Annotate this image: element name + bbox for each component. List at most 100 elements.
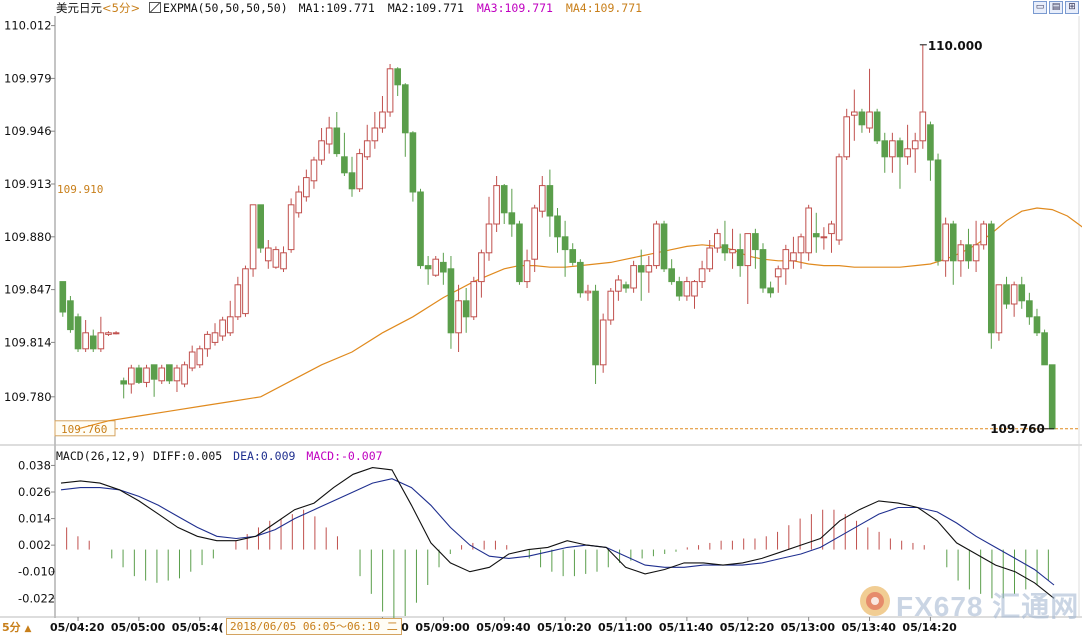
candle <box>683 276 691 301</box>
candle <box>736 233 744 277</box>
candle <box>706 240 714 272</box>
candle-body-down <box>120 380 128 385</box>
candle <box>424 256 432 285</box>
candle <box>987 220 995 349</box>
candle <box>599 313 607 373</box>
candle <box>1003 276 1010 309</box>
candle-body-up <box>249 204 257 270</box>
candle-body-down <box>858 111 866 126</box>
candle <box>957 240 965 277</box>
candle-body-up <box>112 332 120 335</box>
close-icon[interactable]: ⊞ <box>1065 1 1079 14</box>
candle <box>166 364 173 384</box>
candle <box>592 284 599 384</box>
candle-body-up <box>744 233 752 267</box>
candle-body-up <box>143 367 150 383</box>
candle <box>440 252 447 285</box>
candle <box>896 137 904 189</box>
time-tick-label: 05/09:40 <box>476 621 531 634</box>
low-annotation: 109.760 <box>990 422 1045 436</box>
candle <box>622 281 630 293</box>
candle <box>531 204 538 272</box>
candle <box>478 249 485 298</box>
candle-body-down <box>752 233 759 251</box>
candle <box>333 112 341 157</box>
candle-body-down <box>881 140 889 158</box>
restore-window-icon[interactable]: ▭ <box>1033 1 1047 14</box>
candle <box>318 128 325 165</box>
candle <box>348 156 356 197</box>
candle-body-down <box>949 223 957 262</box>
candle-body-down <box>1018 284 1026 302</box>
period-label[interactable]: <5分> <box>102 1 141 15</box>
candle-body-down <box>1041 332 1048 366</box>
candle <box>379 96 386 133</box>
settings-icon[interactable]: ▤ <box>1049 1 1063 14</box>
candle-body-up <box>866 111 873 129</box>
candle <box>1048 364 1056 430</box>
candle-body-up <box>363 140 371 158</box>
macd-header: MACD(26,12,9) DIFF:0.005 DEA:0.009 MACD:… <box>56 448 383 464</box>
candle-body-up <box>173 367 181 382</box>
price-tick-label: 109.946 <box>4 124 52 138</box>
candle-body-up <box>584 290 592 294</box>
candle-body-up <box>843 116 851 158</box>
chevron-up-icon: ▲ <box>24 624 32 634</box>
candle <box>637 249 645 301</box>
candle-body-up <box>691 281 698 297</box>
candle-body-up <box>957 244 965 262</box>
candle <box>1018 276 1026 309</box>
candle-body-up <box>478 252 485 283</box>
candle <box>508 188 516 237</box>
candle-body-down <box>440 261 447 273</box>
indicator-toggle-icon[interactable] <box>149 2 162 13</box>
candle-body-up <box>805 207 812 254</box>
candle-body-up <box>280 252 287 270</box>
candle-body-up <box>904 148 911 158</box>
candle <box>394 67 401 96</box>
candle <box>729 228 736 269</box>
candle-body-up <box>942 223 949 262</box>
candle <box>744 233 752 304</box>
candle <box>538 176 546 218</box>
candle-body-up <box>698 268 706 283</box>
candle <box>630 260 637 293</box>
candle <box>653 220 660 269</box>
candle-body-down <box>637 265 645 273</box>
candle <box>714 228 721 253</box>
candle <box>774 265 782 293</box>
candle-body-down <box>1048 364 1056 430</box>
candle-body-up <box>97 332 105 350</box>
candle <box>546 169 554 237</box>
candle-body-up <box>889 140 896 158</box>
candle <box>386 64 394 117</box>
candle-body-down <box>721 244 729 254</box>
candle <box>303 169 310 202</box>
period-selector-label: 5分 <box>2 621 21 634</box>
candle-body-up <box>485 223 493 254</box>
time-tick-label: 05/09:00 <box>415 621 470 634</box>
candle-body-down <box>333 127 341 155</box>
candle-body-down <box>927 124 934 161</box>
candle-body-up <box>729 249 736 254</box>
candle <box>97 316 105 352</box>
candle <box>851 89 858 141</box>
macd-title: MACD(26,12,9) <box>56 449 147 463</box>
candle <box>485 196 493 261</box>
candle-body-up <box>242 268 249 315</box>
candle <box>120 377 128 399</box>
candle <box>196 345 204 368</box>
candle <box>295 185 303 218</box>
candle <box>668 259 675 285</box>
macd-value: MACD:-0.007 <box>306 449 383 463</box>
candle-body-up <box>105 332 112 335</box>
candle-body-down <box>934 159 942 262</box>
period-selector-button[interactable]: 5分 ▲ <box>2 619 31 635</box>
macd-diff-line <box>60 467 1055 599</box>
candle <box>173 364 181 392</box>
candle-body-up <box>531 207 538 260</box>
candle <box>67 296 74 333</box>
candle-body-down <box>569 249 577 263</box>
candle <box>980 220 988 250</box>
candle-body-down <box>394 68 401 86</box>
